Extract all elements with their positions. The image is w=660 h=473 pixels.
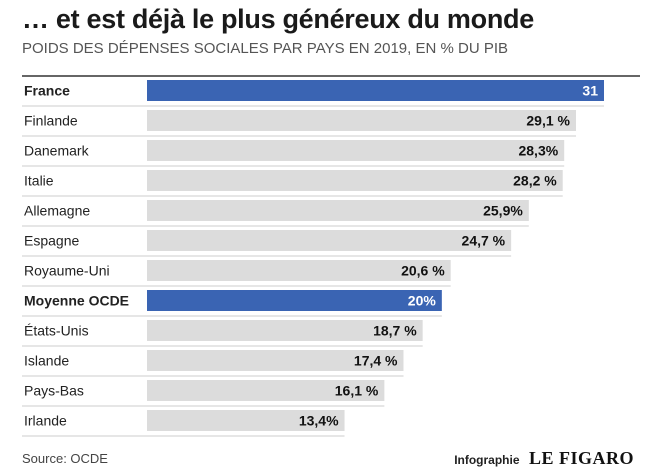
bar-italie bbox=[147, 170, 563, 191]
value-label-espagne: 24,7 % bbox=[462, 233, 506, 249]
bar-espagne bbox=[147, 230, 512, 251]
value-label-etats-unis: 18,7 % bbox=[373, 323, 417, 339]
bar-moyenne-ocde bbox=[147, 290, 442, 311]
value-label-moyenne-ocde: 20% bbox=[408, 293, 437, 309]
category-label-islande: Islande bbox=[24, 353, 69, 369]
credit-label: Infographie bbox=[454, 453, 520, 467]
value-label-pays-bas: 16,1 % bbox=[335, 383, 379, 399]
category-label-allemagne: Allemagne bbox=[24, 203, 90, 219]
category-label-finlande: Finlande bbox=[24, 113, 78, 129]
bar-pays-bas bbox=[147, 380, 385, 401]
chart-subtitle: POIDS DES DÉPENSES SOCIALES PAR PAYS EN … bbox=[22, 40, 508, 57]
bar-danemark bbox=[147, 140, 565, 161]
le-figaro-logo: LE FIGARO bbox=[528, 448, 634, 468]
category-label-espagne: Espagne bbox=[24, 233, 79, 249]
bar-finlande bbox=[147, 110, 576, 131]
category-label-irlande: Irlande bbox=[24, 413, 67, 429]
source-note: Source: OCDE bbox=[22, 451, 108, 466]
value-label-france: 31 bbox=[582, 83, 598, 99]
value-label-royaume-uni: 20,6 % bbox=[401, 263, 445, 279]
category-label-etats-unis: États-Unis bbox=[24, 323, 89, 339]
bar-allemagne bbox=[147, 200, 529, 221]
category-label-pays-bas: Pays-Bas bbox=[24, 383, 84, 399]
category-label-france: France bbox=[24, 83, 70, 99]
category-label-danemark: Danemark bbox=[24, 143, 90, 159]
chart-title: … et est déjà le plus généreux du monde bbox=[22, 4, 534, 34]
value-label-allemagne: 25,9% bbox=[483, 203, 523, 219]
category-label-royaume-uni: Royaume-Uni bbox=[24, 263, 110, 279]
bar-etats-unis bbox=[147, 320, 423, 341]
value-label-danemark: 28,3% bbox=[518, 143, 558, 159]
value-label-irlande: 13,4% bbox=[299, 413, 339, 429]
value-label-finlande: 29,1 % bbox=[526, 113, 570, 129]
credit: Infographie LE FIGARO bbox=[454, 448, 634, 469]
bar-france bbox=[147, 80, 604, 101]
value-label-italie: 28,2 % bbox=[513, 173, 557, 189]
bar-royaume-uni bbox=[147, 260, 451, 281]
category-label-italie: Italie bbox=[24, 173, 54, 189]
value-label-islande: 17,4 % bbox=[354, 353, 398, 369]
bar-irlande bbox=[147, 410, 345, 431]
bar-islande bbox=[147, 350, 404, 371]
category-label-moyenne-ocde: Moyenne OCDE bbox=[24, 293, 129, 309]
